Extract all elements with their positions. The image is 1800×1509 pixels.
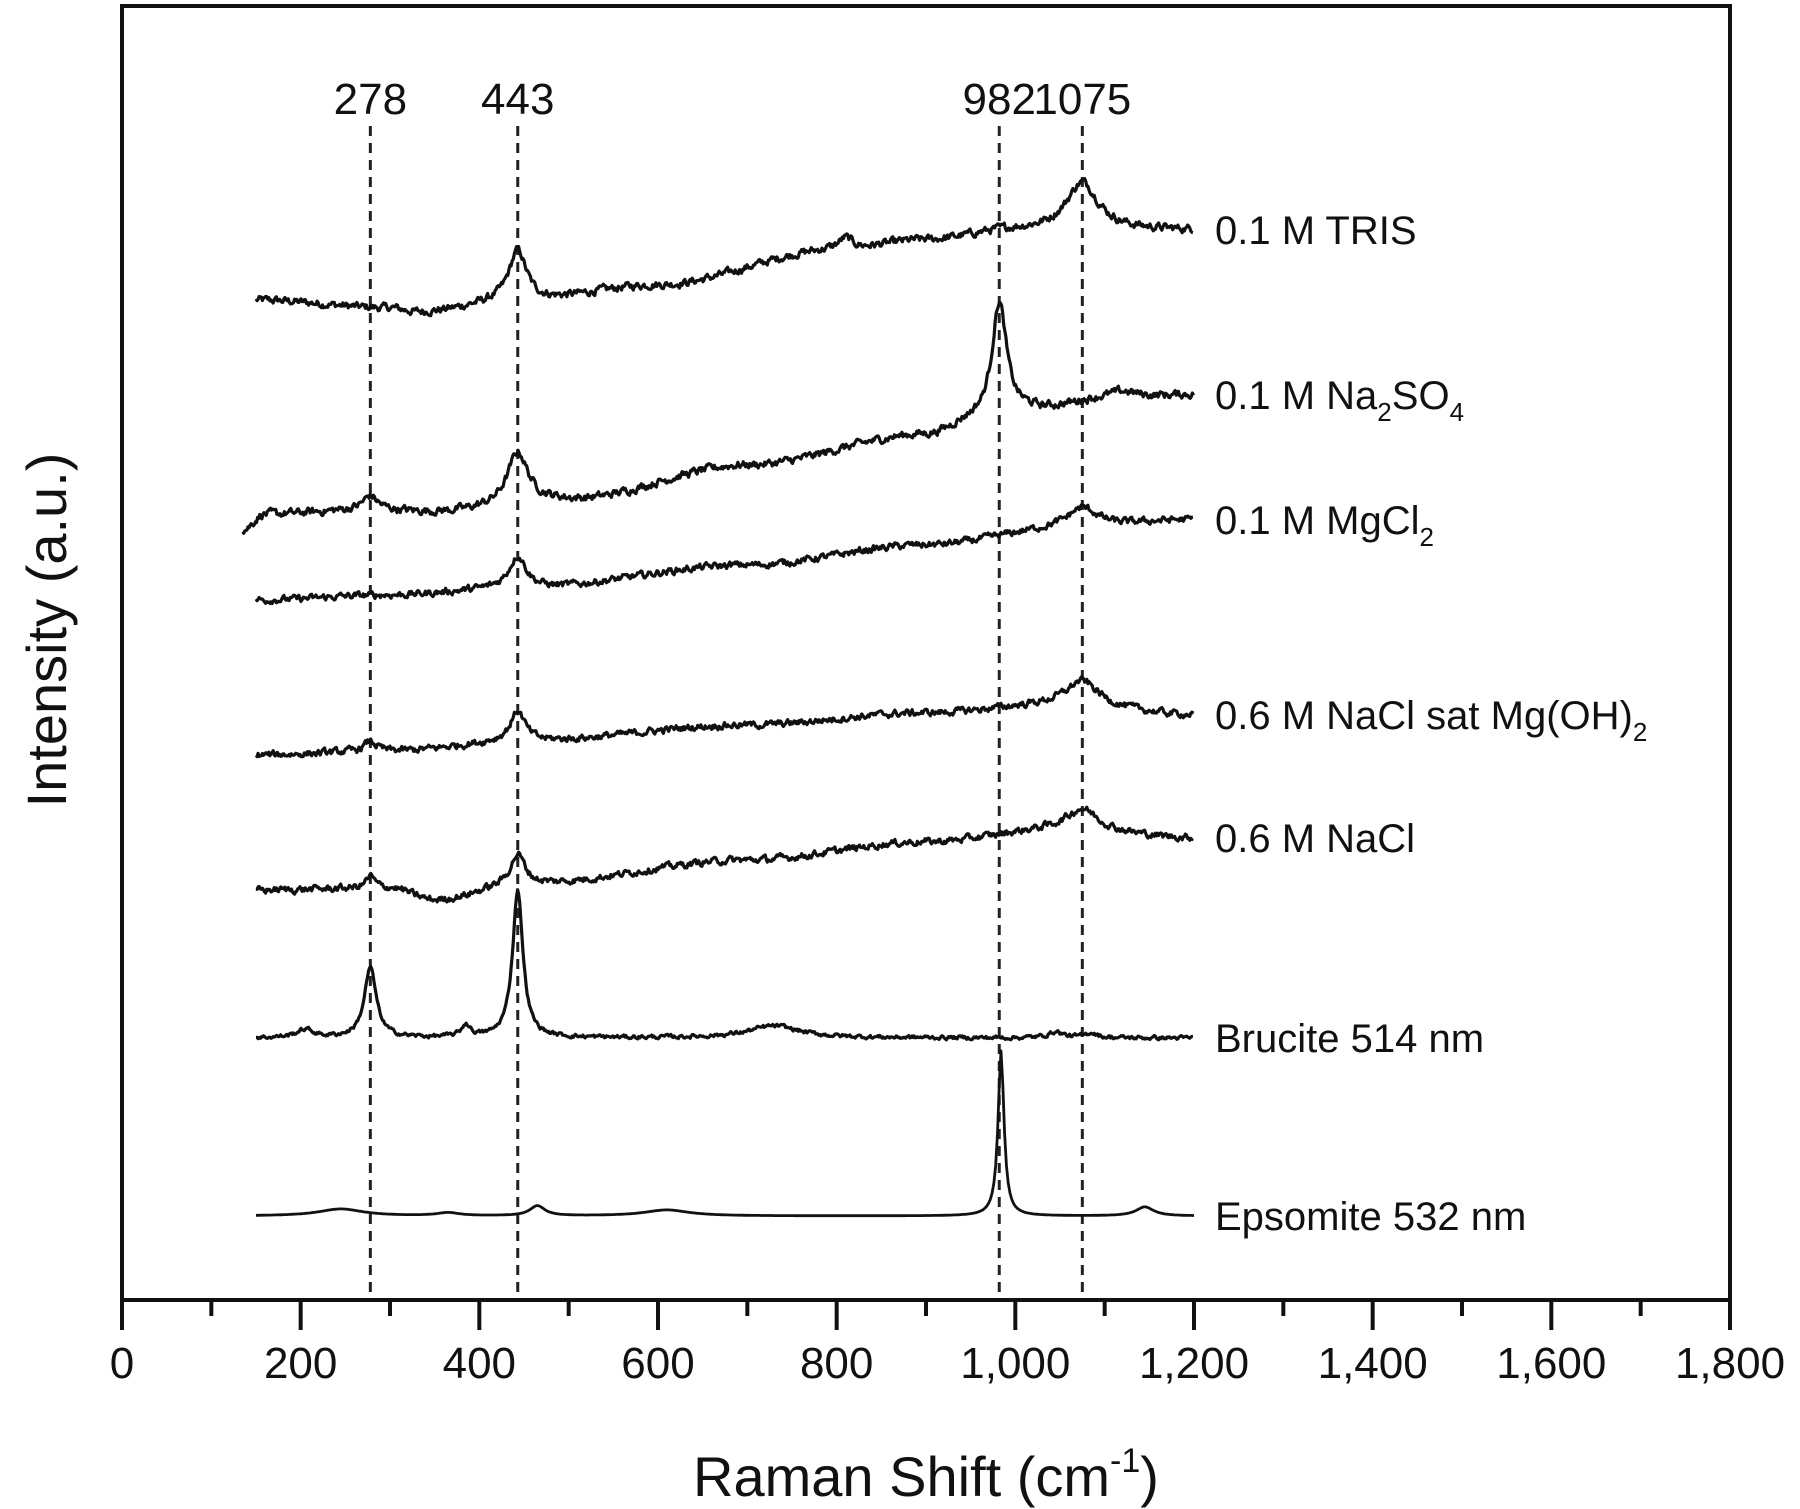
x-tick-label: 1,600 (1496, 1339, 1606, 1388)
y-axis-title: Intensity (a.u.) (15, 453, 78, 808)
spectrum-trace (255, 805, 1194, 904)
series-label: Brucite 514 nm (1215, 1017, 1484, 1061)
x-tick-label: 400 (443, 1339, 516, 1388)
spectrum-traces (241, 177, 1195, 1218)
spectrum-trace (254, 675, 1195, 759)
series-label: Epsomite 532 nm (1215, 1195, 1526, 1239)
x-tick-label: 200 (264, 1339, 337, 1388)
series-labels: 0.1 M TRIS 0.1 M Na2​SO4​ 0.1 M MgCl2​ 0.6 … (1215, 209, 1647, 1239)
plot-frame (120, 4, 1732, 1302)
x-tick-label: 1,000 (960, 1339, 1070, 1388)
spectrum-trace (254, 177, 1194, 318)
peak-position-label: 982 (963, 75, 1036, 124)
x-tick-label: 1,800 (1675, 1339, 1785, 1388)
series-label: 0.1 M Na2​SO4​ (1215, 374, 1464, 427)
spectrum-trace (256, 1049, 1194, 1218)
reference-lines (368, 126, 1084, 1300)
spectrum-trace (241, 300, 1195, 535)
x-tick-label: 600 (621, 1339, 694, 1388)
x-tick-label: 0 (110, 1339, 134, 1388)
series-label: 0.1 M MgCl2​ (1215, 499, 1434, 552)
x-tick-label: 1,400 (1318, 1339, 1428, 1388)
x-axis-title: Raman Shift (cm-1) (693, 1442, 1159, 1508)
x-axis-ticks (120, 1300, 1732, 1330)
series-label: 0.6 M NaCl (1215, 817, 1415, 861)
peak-position-label: 443 (481, 75, 554, 124)
x-axis-tick-labels: 0 200 400 600 800 1,000 1,200 1,400 1,600 1,800 (110, 1339, 1785, 1388)
spectrum-trace (255, 888, 1194, 1042)
peak-position-label: 1075 (1033, 75, 1131, 124)
series-label: 0.1 M TRIS (1215, 209, 1417, 253)
series-label: 0.6 M NaCl sat Mg(OH)2​ (1215, 694, 1647, 747)
x-tick-label: 800 (800, 1339, 873, 1388)
spectrum-trace (254, 503, 1194, 606)
x-tick-label: 1,200 (1139, 1339, 1249, 1388)
peak-position-label: 278 (334, 75, 407, 124)
